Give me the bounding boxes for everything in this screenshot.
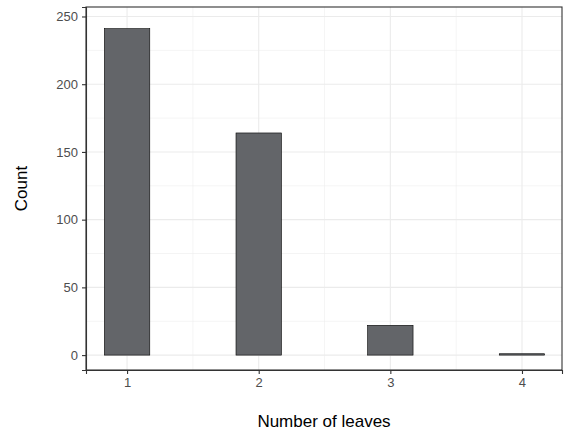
tick-label: 2	[256, 375, 263, 390]
tick-mark	[259, 370, 260, 374]
bar	[499, 354, 544, 355]
tick-mark	[522, 370, 523, 374]
tick-mark	[390, 370, 391, 374]
grid-line	[521, 7, 522, 370]
tick: 1	[124, 370, 131, 390]
bar	[104, 29, 149, 355]
tick: 3	[387, 370, 394, 390]
tick: 200	[56, 77, 86, 92]
axis: 0 50 100 150 200 250	[56, 8, 86, 371]
minor-grid-line	[86, 321, 562, 322]
tick-mark	[127, 370, 128, 374]
grid-line	[86, 219, 562, 220]
tick-label: 3	[387, 375, 394, 390]
tick-label: 0	[71, 348, 78, 363]
minor-grid-line	[192, 7, 193, 370]
tick: 100	[56, 212, 86, 227]
chart-container: 1 2 3 4 0 50 100 150 200 250 Number of leaves Count	[0, 0, 577, 443]
tick-label: 100	[56, 212, 78, 227]
tick-label: 200	[56, 77, 78, 92]
axis: 1 2 3 4	[87, 370, 563, 390]
tick-mark	[82, 84, 86, 85]
bar	[236, 133, 281, 355]
minor-grid-line	[86, 50, 562, 51]
axis-line	[87, 371, 563, 375]
plot: 1 2 3 4 0 50 100 150 200 250	[56, 7, 562, 390]
tick-mark	[82, 152, 86, 153]
tick-label: 1	[124, 375, 131, 390]
minor-grid-line	[86, 118, 562, 119]
tick-label: 4	[519, 375, 526, 390]
tick: 0	[71, 348, 86, 363]
panel-background	[86, 7, 562, 370]
x-axis-title: Number of leaves	[257, 412, 390, 431]
tick-mark	[82, 220, 86, 221]
bars	[104, 29, 544, 355]
tick-mark	[82, 16, 86, 17]
grid-line	[390, 7, 391, 370]
minor-grid-line	[456, 7, 457, 370]
tick: 150	[56, 145, 86, 160]
axis-line	[82, 8, 87, 371]
grid-line	[86, 84, 562, 85]
y-axis-title: Count	[12, 166, 31, 212]
grid-line	[86, 151, 562, 152]
tick-mark	[82, 287, 86, 288]
tick: 50	[64, 280, 86, 295]
chart-svg: 1 2 3 4 0 50 100 150 200 250 Number of leaves Count	[0, 0, 577, 443]
tick: 2	[256, 370, 263, 390]
tick-label: 50	[64, 280, 78, 295]
minor-grid-line	[86, 185, 562, 186]
grid-line	[86, 355, 562, 356]
grid	[86, 7, 562, 370]
minor-grid-line	[324, 7, 325, 370]
grid-line	[86, 287, 562, 288]
grid-line	[86, 16, 562, 17]
tick-label: 150	[56, 145, 78, 160]
tick-label: 250	[56, 9, 78, 24]
minor-grid-line	[86, 253, 562, 254]
tick: 4	[519, 370, 526, 390]
tick-mark	[82, 355, 86, 356]
tick: 250	[56, 9, 86, 24]
panel-border	[86, 7, 562, 370]
bar	[368, 325, 413, 355]
